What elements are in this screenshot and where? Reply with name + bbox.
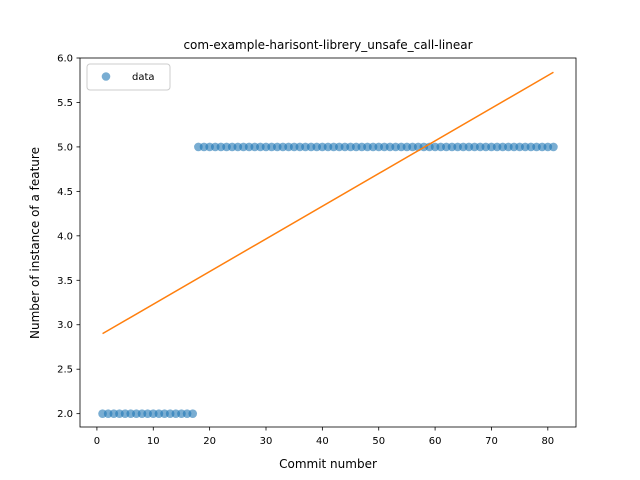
y-tick-label: 5.5	[57, 98, 73, 109]
y-tick-label: 2.0	[57, 409, 73, 420]
x-axis-label: Commit number	[279, 457, 377, 471]
x-tick-label: 50	[372, 436, 385, 447]
plot-area	[80, 58, 576, 427]
plot-frame	[79, 57, 577, 428]
x-tick-label: 40	[316, 436, 329, 447]
y-tick-label: 3.0	[57, 320, 73, 331]
y-axis-label: Number of instance of a feature	[28, 147, 42, 339]
axes-layer: 0 10 20 30 40 50 60 70 80 2.0 2.5 3.0 3.5 4.0 4.5 5.0 5.…	[57, 54, 577, 447]
legend-label: data	[132, 72, 155, 83]
chart-title: com-example-harisont-librery_unsafe_call…	[183, 38, 472, 52]
y-tick-label: 3.5	[57, 276, 73, 287]
x-tick-label: 30	[260, 436, 273, 447]
data-point	[188, 409, 198, 418]
y-tick-label: 6.0	[57, 54, 73, 65]
x-tick-label: 70	[485, 436, 498, 447]
y-tick-label: 4.5	[57, 187, 73, 198]
series-layer	[98, 71, 558, 418]
plot-background	[80, 58, 576, 427]
legend-marker	[101, 72, 111, 81]
legend: data	[86, 63, 171, 91]
x-tick-label: 60	[429, 436, 442, 447]
legend-box	[86, 63, 171, 91]
y-tick-label: 4.0	[57, 231, 73, 242]
y-tick-label: 2.5	[57, 365, 73, 376]
data-point	[549, 142, 558, 152]
x-tick-label: 10	[147, 436, 160, 447]
x-tick-label: 80	[541, 436, 554, 447]
trend-line	[102, 71, 554, 335]
x-tick-label: 20	[203, 436, 216, 447]
x-tick-label: 0	[94, 436, 100, 447]
y-tick-label: 5.0	[57, 142, 73, 153]
